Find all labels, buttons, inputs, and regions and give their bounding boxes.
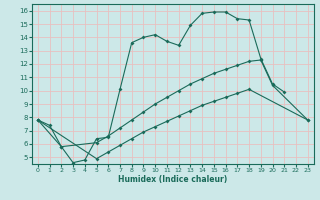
X-axis label: Humidex (Indice chaleur): Humidex (Indice chaleur) (118, 175, 228, 184)
